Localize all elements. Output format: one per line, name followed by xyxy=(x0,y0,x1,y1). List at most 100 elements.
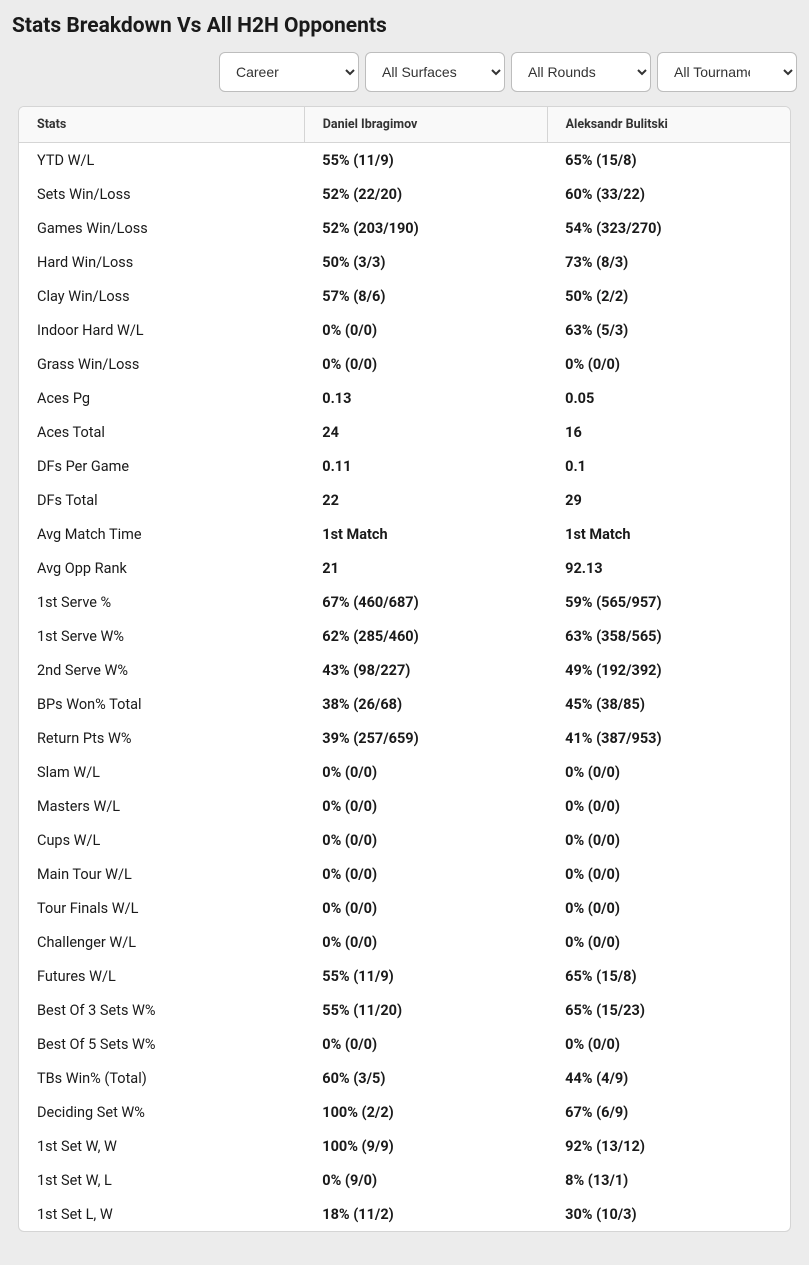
stat-value-player2: 0.05 xyxy=(547,381,790,415)
stat-value-player1: 0% (0/0) xyxy=(304,789,547,823)
col-header-player2: Aleksandr Bulitski xyxy=(547,107,790,143)
stat-value-player1: 0% (0/0) xyxy=(304,347,547,381)
stat-value-player2: 0% (0/0) xyxy=(547,857,790,891)
table-row: DFs Total2229 xyxy=(19,483,790,517)
stat-value-player1: 39% (257/659) xyxy=(304,721,547,755)
table-row: Avg Match Time1st Match1st Match xyxy=(19,517,790,551)
stat-value-player1: 18% (11/2) xyxy=(304,1197,547,1231)
stat-value-player1: 1st Match xyxy=(304,517,547,551)
stat-label: 1st Set W, L xyxy=(19,1163,304,1197)
stat-value-player1: 50% (3/3) xyxy=(304,245,547,279)
stat-label: 1st Serve % xyxy=(19,585,304,619)
stat-value-player1: 55% (11/9) xyxy=(304,143,547,178)
stat-value-player2: 63% (5/3) xyxy=(547,313,790,347)
table-row: Clay Win/Loss57% (8/6)50% (2/2) xyxy=(19,279,790,313)
stat-label: Sets Win/Loss xyxy=(19,177,304,211)
stat-value-player2: 45% (38/85) xyxy=(547,687,790,721)
stat-value-player2: 44% (4/9) xyxy=(547,1061,790,1095)
stat-label: Indoor Hard W/L xyxy=(19,313,304,347)
stat-value-player2: 73% (8/3) xyxy=(547,245,790,279)
stat-value-player2: 1st Match xyxy=(547,517,790,551)
stat-value-player2: 0% (0/0) xyxy=(547,755,790,789)
table-row: Challenger W/L0% (0/0)0% (0/0) xyxy=(19,925,790,959)
stat-label: Slam W/L xyxy=(19,755,304,789)
stat-label: Games Win/Loss xyxy=(19,211,304,245)
stat-value-player2: 29 xyxy=(547,483,790,517)
stat-value-player2: 92.13 xyxy=(547,551,790,585)
table-row: Grass Win/Loss0% (0/0)0% (0/0) xyxy=(19,347,790,381)
stat-value-player2: 92% (13/12) xyxy=(547,1129,790,1163)
stat-value-player2: 30% (10/3) xyxy=(547,1197,790,1231)
stat-value-player1: 100% (2/2) xyxy=(304,1095,547,1129)
table-row: 1st Set W, L0% (9/0)8% (13/1) xyxy=(19,1163,790,1197)
stat-label: Aces Pg xyxy=(19,381,304,415)
filter-tournament-select[interactable]: All Tournaments xyxy=(657,52,797,92)
table-row: 1st Serve W%62% (285/460)63% (358/565) xyxy=(19,619,790,653)
table-row: Best Of 5 Sets W%0% (0/0)0% (0/0) xyxy=(19,1027,790,1061)
stat-label: TBs Win% (Total) xyxy=(19,1061,304,1095)
stat-value-player2: 16 xyxy=(547,415,790,449)
stat-value-player2: 65% (15/8) xyxy=(547,143,790,178)
stat-value-player2: 0% (0/0) xyxy=(547,891,790,925)
stat-value-player1: 67% (460/687) xyxy=(304,585,547,619)
stat-label: Cups W/L xyxy=(19,823,304,857)
stat-value-player1: 24 xyxy=(304,415,547,449)
table-row: YTD W/L55% (11/9)65% (15/8) xyxy=(19,143,790,178)
stat-value-player2: 0% (0/0) xyxy=(547,925,790,959)
stat-value-player1: 60% (3/5) xyxy=(304,1061,547,1095)
stat-label: Hard Win/Loss xyxy=(19,245,304,279)
filter-period-select[interactable]: Career xyxy=(219,52,359,92)
table-row: TBs Win% (Total)60% (3/5)44% (4/9) xyxy=(19,1061,790,1095)
table-row: Sets Win/Loss52% (22/20)60% (33/22) xyxy=(19,177,790,211)
stat-value-player1: 0% (9/0) xyxy=(304,1163,547,1197)
stat-label: DFs Total xyxy=(19,483,304,517)
stat-label: Tour Finals W/L xyxy=(19,891,304,925)
stat-label: YTD W/L xyxy=(19,143,304,178)
filter-round-select[interactable]: All Rounds xyxy=(511,52,651,92)
stat-value-player1: 43% (98/227) xyxy=(304,653,547,687)
stat-value-player2: 50% (2/2) xyxy=(547,279,790,313)
table-row: Indoor Hard W/L0% (0/0)63% (5/3) xyxy=(19,313,790,347)
table-row: DFs Per Game0.110.1 xyxy=(19,449,790,483)
table-row: Best Of 3 Sets W%55% (11/20)65% (15/23) xyxy=(19,993,790,1027)
filter-surface-select[interactable]: All Surfaces xyxy=(365,52,505,92)
stat-label: DFs Per Game xyxy=(19,449,304,483)
stat-label: Avg Opp Rank xyxy=(19,551,304,585)
stat-value-player2: 0% (0/0) xyxy=(547,823,790,857)
stat-label: Challenger W/L xyxy=(19,925,304,959)
table-row: Futures W/L55% (11/9)65% (15/8) xyxy=(19,959,790,993)
page-title: Stats Breakdown Vs All H2H Opponents xyxy=(12,14,799,38)
stat-value-player2: 65% (15/23) xyxy=(547,993,790,1027)
table-row: Slam W/L0% (0/0)0% (0/0) xyxy=(19,755,790,789)
stat-value-player2: 8% (13/1) xyxy=(547,1163,790,1197)
stat-label: Main Tour W/L xyxy=(19,857,304,891)
stat-label: 1st Serve W% xyxy=(19,619,304,653)
table-row: Avg Opp Rank2192.13 xyxy=(19,551,790,585)
stat-value-player1: 0% (0/0) xyxy=(304,857,547,891)
stat-value-player1: 62% (285/460) xyxy=(304,619,547,653)
stat-value-player2: 60% (33/22) xyxy=(547,177,790,211)
table-row: Games Win/Loss52% (203/190)54% (323/270) xyxy=(19,211,790,245)
table-row: Hard Win/Loss50% (3/3)73% (8/3) xyxy=(19,245,790,279)
stat-value-player2: 63% (358/565) xyxy=(547,619,790,653)
table-row: 1st Serve %67% (460/687)59% (565/957) xyxy=(19,585,790,619)
stat-value-player1: 22 xyxy=(304,483,547,517)
table-row: Cups W/L0% (0/0)0% (0/0) xyxy=(19,823,790,857)
stat-value-player1: 0% (0/0) xyxy=(304,313,547,347)
stats-table-card: Stats Daniel Ibragimov Aleksandr Bulitsk… xyxy=(18,106,791,1232)
stat-value-player2: 59% (565/957) xyxy=(547,585,790,619)
stat-value-player2: 41% (387/953) xyxy=(547,721,790,755)
stat-label: Clay Win/Loss xyxy=(19,279,304,313)
stat-value-player1: 52% (22/20) xyxy=(304,177,547,211)
stat-label: Futures W/L xyxy=(19,959,304,993)
stat-label: Avg Match Time xyxy=(19,517,304,551)
stat-value-player1: 0% (0/0) xyxy=(304,755,547,789)
table-row: BPs Won% Total38% (26/68)45% (38/85) xyxy=(19,687,790,721)
table-row: 1st Set L, W18% (11/2)30% (10/3) xyxy=(19,1197,790,1231)
stat-value-player1: 52% (203/190) xyxy=(304,211,547,245)
table-row: Main Tour W/L0% (0/0)0% (0/0) xyxy=(19,857,790,891)
stat-label: 2nd Serve W% xyxy=(19,653,304,687)
stat-value-player1: 0% (0/0) xyxy=(304,925,547,959)
stat-value-player2: 0.1 xyxy=(547,449,790,483)
stat-value-player2: 67% (6/9) xyxy=(547,1095,790,1129)
